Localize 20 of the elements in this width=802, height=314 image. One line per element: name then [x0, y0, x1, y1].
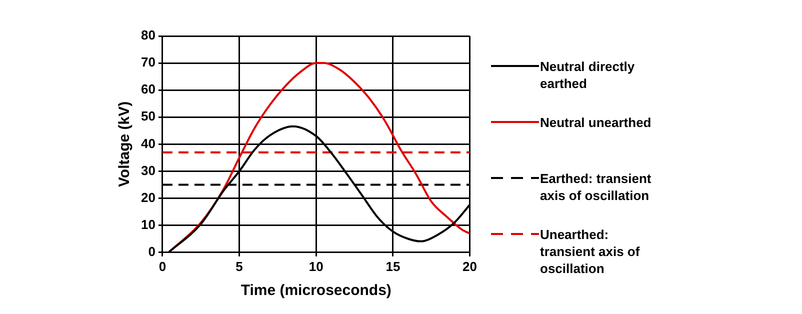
- y-tick-label: 30: [140, 162, 156, 178]
- legend-label: Earthed: transient axis of oscillation: [540, 170, 652, 204]
- legend-label: Unearthed: transient axis of oscillation: [540, 226, 641, 277]
- x-tick-label: 20: [462, 258, 478, 274]
- x-tick-label: 15: [386, 258, 400, 274]
- legend-label: Neutral unearthed: [540, 114, 652, 131]
- x-tick-label: 10: [308, 258, 324, 274]
- y-tick-label: 20: [140, 190, 156, 205]
- y-tick-label: 0: [148, 244, 156, 259]
- x-axis-title: Time (microseconds): [240, 282, 392, 300]
- y-tick-label: 60: [140, 82, 156, 97]
- x-tick-label: 0: [158, 258, 166, 274]
- y-tick-label: 80: [140, 28, 156, 43]
- y-tick-label: 10: [140, 216, 156, 232]
- y-tick-label: 50: [140, 108, 156, 124]
- legend-label: Neutral directly earthed: [540, 58, 636, 92]
- y-tick-label: 70: [140, 54, 156, 70]
- x-tick-label: 5: [236, 258, 243, 274]
- y-tick-label: 40: [140, 136, 156, 151]
- y-axis-title: Voltage (kV): [116, 101, 134, 187]
